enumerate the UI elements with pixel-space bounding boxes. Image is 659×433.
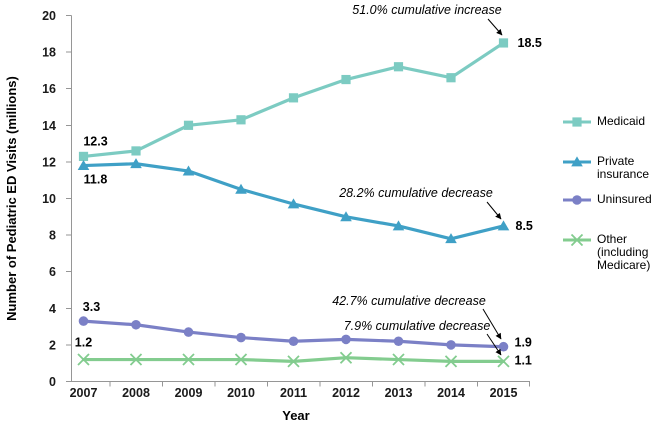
y-tick-label: 12 (42, 155, 56, 169)
triangle-marker-icon (571, 155, 583, 166)
data-point-other-including-medicare (287, 355, 300, 368)
uninsured-line-swatch-icon (563, 194, 591, 205)
data-point-medicaid (341, 74, 351, 85)
y-tick-label: 0 (49, 375, 56, 389)
data-point-uninsured (341, 334, 351, 345)
series (77, 38, 510, 368)
data-point-private-insurance (497, 220, 510, 231)
data-point-medicaid (288, 93, 299, 103)
data-point-other-including-medicare (392, 353, 405, 366)
point-label: 18.5 (518, 36, 542, 50)
data-point-private-insurance (392, 220, 405, 231)
x-tick-label: 2015 (490, 386, 518, 400)
x-marker-icon (570, 233, 584, 246)
data-point-uninsured (498, 341, 509, 352)
data-point-private-insurance (182, 165, 195, 176)
x-tick-label: 2007 (70, 386, 98, 400)
point-label: 3.3 (83, 300, 100, 314)
data-point-private-insurance (287, 198, 300, 209)
data-point-other-including-medicare (234, 353, 248, 366)
annotation-text: 28.2% cumulative decrease (338, 186, 493, 200)
legend: Medicaid Private insurance Uninsured Oth… (562, 0, 659, 433)
y-tick-label: 14 (42, 119, 56, 133)
annotations: 51.0% cumulative increase 28.2% cumulativ… (332, 3, 503, 356)
y-tick-label: 10 (42, 192, 56, 206)
data-point-private-insurance (130, 158, 142, 169)
point-label: 12.3 (83, 134, 107, 148)
point-label: 11.8 (84, 173, 108, 187)
square-marker-icon (572, 116, 582, 127)
data-point-other-including-medicare (339, 351, 353, 364)
data-point-private-insurance (235, 183, 247, 194)
circle-marker-icon (572, 194, 582, 205)
data-point-uninsured (393, 336, 404, 347)
axes: 0 2 4 6 8 10 12 14 16 18 20 2007 2008 2009 2010 2011 201… (42, 9, 530, 400)
legend-item-other: Other (including Medicare) (562, 233, 659, 272)
y-tick-label: 8 (49, 229, 56, 243)
data-point-medicaid (498, 38, 509, 48)
point-labels: 12.3 11.8 3.3 1.2 18.5 8.5 1.9 1.1 (75, 36, 542, 367)
annotation-text: 42.7% cumulative decrease (332, 294, 486, 308)
legend-item-private-insurance: Private insurance (562, 155, 659, 181)
data-point-uninsured (288, 336, 299, 347)
data-point-medicaid (393, 62, 404, 72)
point-label: 1.9 (515, 336, 532, 350)
point-label: 1.2 (75, 336, 92, 350)
data-point-uninsured (183, 327, 194, 337)
legend-label-other: Other (including Medicare) (597, 232, 651, 272)
data-point-other-including-medicare (77, 353, 90, 366)
data-point-uninsured (236, 332, 246, 343)
y-tick-label: 2 (49, 338, 56, 352)
y-tick-label: 4 (49, 302, 56, 316)
annotation-arrow (487, 18, 503, 36)
data-point-other-including-medicare (497, 355, 510, 368)
legend-item-uninsured: Uninsured (562, 193, 659, 206)
data-point-uninsured (446, 340, 456, 350)
point-label: 8.5 (516, 219, 533, 233)
data-point-medicaid (446, 73, 456, 83)
y-tick-label: 18 (42, 46, 56, 60)
y-tick-label: 6 (49, 265, 56, 279)
private-insurance-line-swatch-icon (563, 155, 591, 166)
x-tick-label: 2013 (385, 386, 413, 400)
y-tick-label: 20 (42, 9, 56, 23)
data-point-uninsured (131, 319, 141, 330)
annotation-arrow (482, 308, 502, 340)
x-tick-label: 2010 (227, 386, 255, 400)
y-tick-label: 16 (42, 82, 56, 96)
legend-item-medicaid: Medicaid (562, 115, 659, 128)
legend-label-private-insurance: Private insurance (597, 154, 650, 181)
data-point-other-including-medicare (129, 353, 143, 366)
annotation-arrow (486, 333, 502, 356)
data-point-medicaid (131, 146, 141, 156)
annotation-arrow (486, 201, 502, 220)
medicaid-line-swatch-icon (563, 116, 591, 127)
annotation-text: 7.9% cumulative decrease (344, 319, 491, 333)
x-tick-label: 2014 (437, 386, 465, 400)
data-point-private-insurance (340, 211, 352, 222)
data-point-medicaid (236, 115, 246, 125)
legend-label-medicaid: Medicaid (597, 114, 646, 128)
x-tick-label: 2012 (332, 386, 360, 400)
data-point-other-including-medicare (444, 355, 458, 368)
point-label: 1.1 (515, 353, 532, 367)
data-point-medicaid (78, 151, 89, 162)
x-tick-label: 2008 (122, 386, 150, 400)
data-point-private-insurance (77, 159, 90, 170)
x-axis-title: Year (282, 408, 309, 423)
x-tick-label: 2009 (175, 386, 203, 400)
x-tick-label: 2011 (280, 386, 307, 400)
data-point-other-including-medicare (182, 353, 195, 366)
other-line-swatch-icon (563, 233, 591, 246)
data-point-uninsured (78, 316, 89, 326)
y-axis-title: Number of Pediatric ED Visits (millions) (4, 76, 19, 321)
data-point-private-insurance (445, 233, 457, 244)
data-point-medicaid (183, 120, 194, 130)
legend-label-uninsured: Uninsured (597, 192, 652, 206)
annotation-text: 51.0% cumulative increase (352, 3, 501, 17)
